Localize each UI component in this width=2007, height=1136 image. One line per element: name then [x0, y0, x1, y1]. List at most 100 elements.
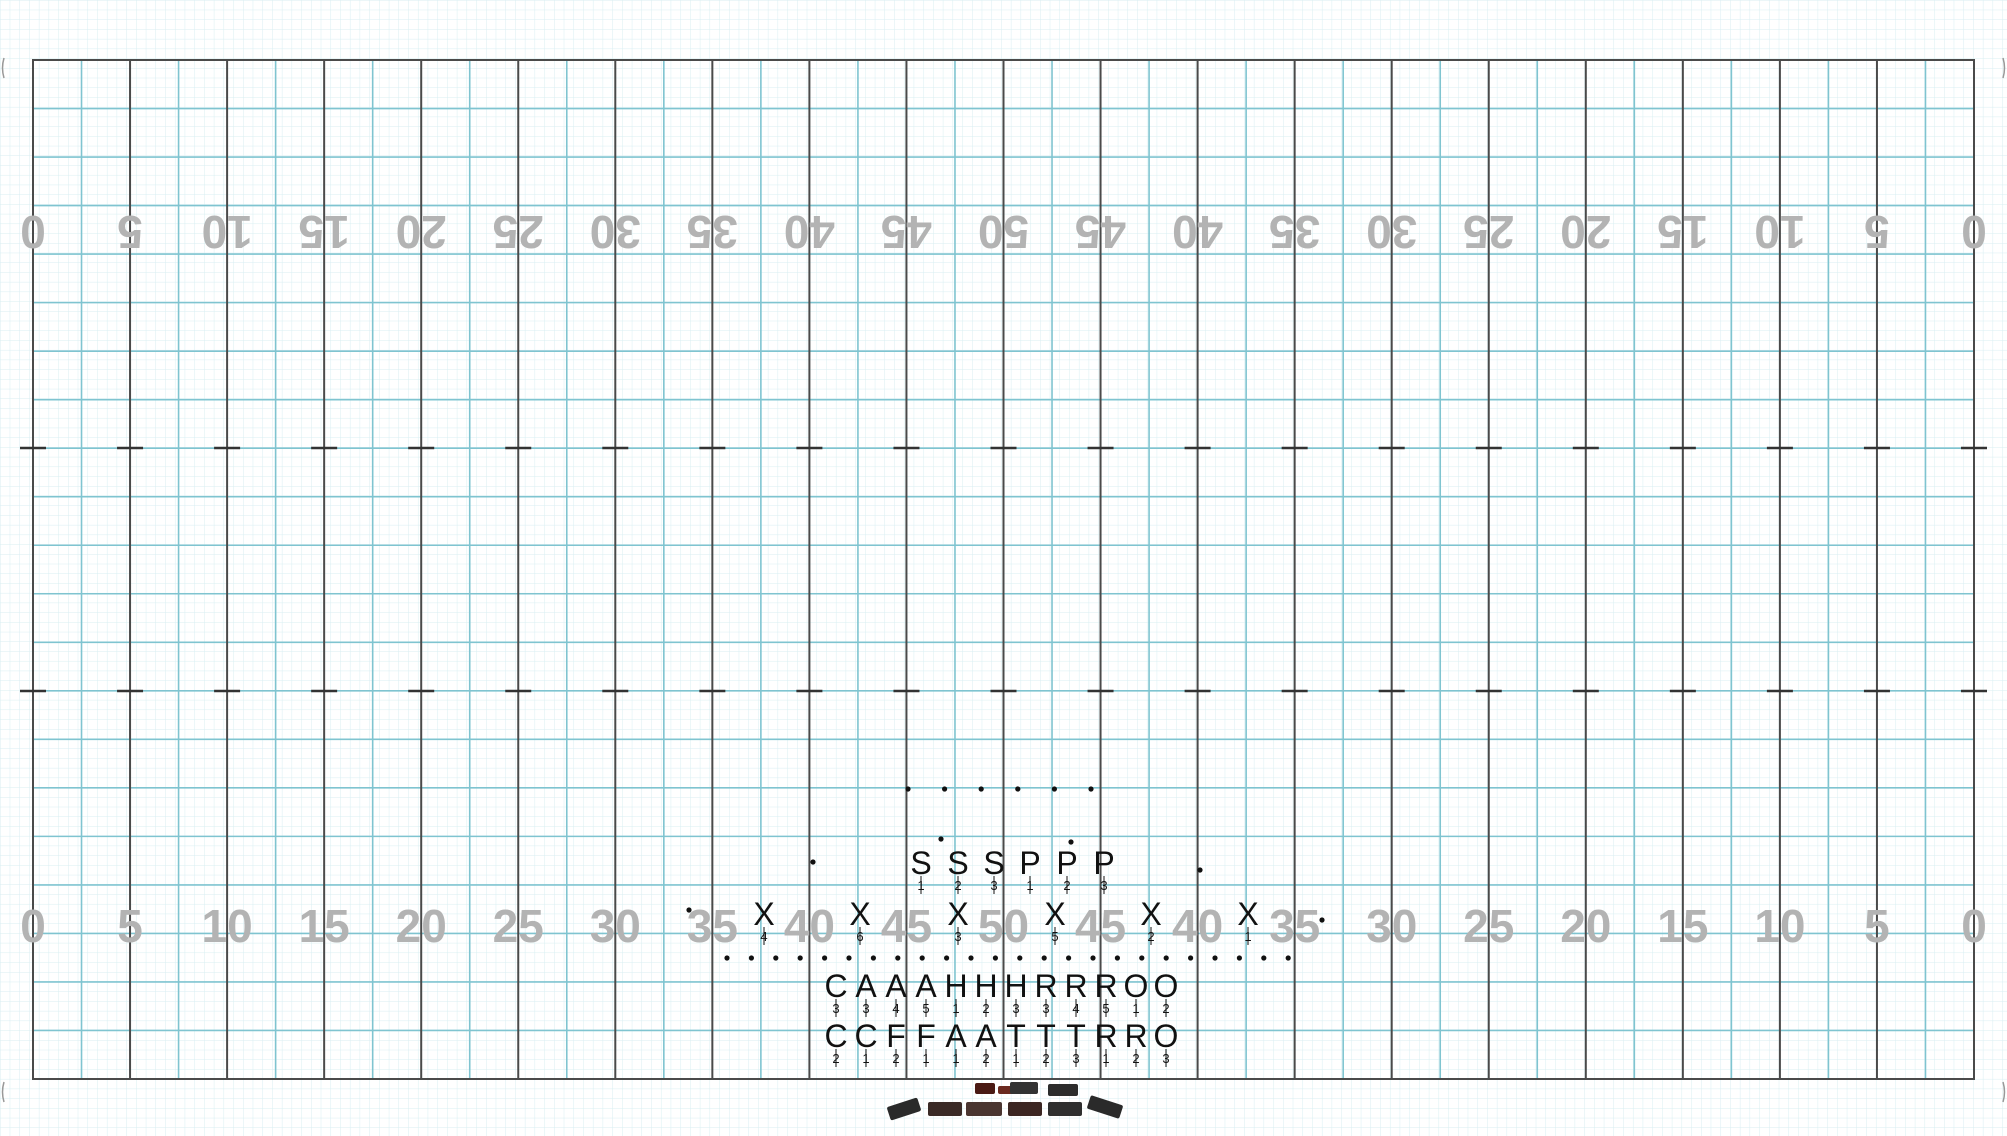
step-dot [938, 836, 944, 842]
performer-marker[interactable]: C3 [824, 968, 848, 1017]
performer-marker[interactable]: F2 [886, 1018, 906, 1067]
performer-marker[interactable]: S1 [910, 845, 932, 894]
yard-number-bottom: 45 [881, 900, 932, 952]
step-dot [1051, 786, 1057, 792]
performer-marker[interactable]: P3 [1093, 845, 1115, 894]
hash-marks [20, 446, 1987, 693]
performer-number: 3 [1012, 1001, 1019, 1016]
performer-label: R [1094, 1018, 1117, 1054]
performer-number: 3 [832, 1001, 839, 1016]
yard-number-top: 30 [590, 206, 641, 258]
performer-number: 3 [1162, 1051, 1169, 1066]
step-dot [1285, 955, 1291, 961]
performer-marker[interactable]: H2 [974, 968, 998, 1017]
performer-marker[interactable]: P1 [1019, 845, 1041, 894]
performer-marker[interactable]: X3 [947, 896, 969, 945]
performer-number: 2 [1132, 1051, 1139, 1066]
step-dot [1319, 917, 1325, 923]
step-dot [846, 955, 852, 961]
yard-number-top: 30 [1366, 206, 1417, 258]
performer-marker[interactable]: H3 [1004, 968, 1028, 1017]
performer-marker[interactable]: A5 [915, 968, 937, 1017]
performer-marker[interactable]: X6 [849, 896, 871, 945]
performer-label: S [910, 845, 931, 881]
yard-number-top: 0 [20, 206, 46, 258]
performer-label: R [1124, 1018, 1147, 1054]
yard-number-bottom: 30 [1366, 900, 1417, 952]
performer-label: R [1034, 968, 1057, 1004]
step-dot [1163, 955, 1169, 961]
performer-number: 2 [1162, 1001, 1169, 1016]
performer-marker[interactable]: X1 [1237, 896, 1259, 945]
performer-marker[interactable]: C1 [854, 1018, 878, 1067]
yard-number-top: 25 [493, 206, 544, 258]
performer-label: F [886, 1018, 906, 1054]
performer-marker[interactable]: O1 [1124, 968, 1149, 1017]
yard-number-top: 25 [1463, 206, 1514, 258]
performer-number: 1 [1244, 929, 1251, 944]
performer-label: R [1064, 968, 1087, 1004]
performer-marker[interactable]: F1 [916, 1018, 936, 1067]
performer-marker[interactable]: R1 [1094, 1018, 1118, 1067]
performer-number: 5 [1102, 1001, 1109, 1016]
performer-marker[interactable]: O2 [1154, 968, 1179, 1017]
performer-marker[interactable]: R2 [1124, 1018, 1148, 1067]
performer-number: 2 [982, 1001, 989, 1016]
cart-icon [1008, 1102, 1042, 1116]
performer-marker[interactable]: T1 [1006, 1018, 1026, 1067]
performer-label: S [947, 845, 968, 881]
performer-number: 6 [856, 929, 863, 944]
cannon-icon [975, 1083, 995, 1094]
performer-marker[interactable]: A2 [975, 1018, 997, 1067]
performer-label: X [1237, 896, 1258, 932]
performer-number: 1 [917, 878, 924, 893]
performer-label: P [1093, 845, 1114, 881]
performer-marker[interactable]: C2 [824, 1018, 848, 1067]
performer-marker[interactable]: A4 [885, 968, 907, 1017]
yard-lines [32, 59, 1975, 1080]
yard-number-top: 15 [299, 206, 350, 258]
step-dot [968, 955, 974, 961]
step-dot [905, 786, 911, 792]
yard-number-bottom: 40 [1172, 900, 1223, 952]
performer-marker[interactable]: P2 [1056, 845, 1078, 894]
performer-label: C [854, 1018, 877, 1054]
performer-marker[interactable]: T2 [1036, 1018, 1056, 1067]
performer-number: 1 [862, 1051, 869, 1066]
performer-marker[interactable]: O3 [1154, 1018, 1179, 1067]
performer-marker[interactable]: H1 [944, 968, 968, 1017]
performer-marker[interactable]: R4 [1064, 968, 1088, 1017]
performer-marker[interactable]: X2 [1140, 896, 1162, 945]
step-dot [1261, 955, 1267, 961]
performer-label: X [1044, 896, 1065, 932]
performer-marker[interactable]: A1 [945, 1018, 967, 1067]
performer-marker[interactable]: R3 [1034, 968, 1058, 1017]
performer-marker[interactable]: X5 [1044, 896, 1066, 945]
performer-marker[interactable]: S2 [947, 845, 969, 894]
yard-number-bottom: 35 [1269, 900, 1320, 952]
performer-marker[interactable]: S3 [983, 845, 1005, 894]
step-dot [1197, 867, 1203, 873]
performer-marker[interactable]: X4 [753, 896, 775, 945]
yard-number-top: 10 [202, 206, 253, 258]
yard-number-bottom: 5 [117, 900, 143, 952]
performer-label: P [1019, 845, 1040, 881]
yard-number-bottom: 30 [590, 900, 641, 952]
performer-marker[interactable]: A3 [855, 968, 877, 1017]
yard-number-bottom: 35 [687, 900, 738, 952]
performer-marker[interactable]: T3 [1066, 1018, 1086, 1067]
performer-label: R [1094, 968, 1117, 1004]
step-dot [1212, 955, 1218, 961]
performer-number: 2 [1063, 878, 1070, 893]
ramp-icon [1087, 1095, 1123, 1119]
performer-label: O [1124, 968, 1149, 1004]
performer-number: 3 [1100, 878, 1107, 893]
yard-numbers-bottom: 0 5 10 15 20 25 30 35 40 45 50 45 40 35 30 25 20 15 10 5 0 [20, 900, 1987, 952]
step-dot [1236, 955, 1242, 961]
yard-number-bottom: 0 [20, 900, 46, 952]
performer-number: 4 [1072, 1001, 1079, 1016]
performer-marker[interactable]: R5 [1094, 968, 1118, 1017]
performer-label: H [974, 968, 997, 1004]
step-dot [1015, 786, 1021, 792]
